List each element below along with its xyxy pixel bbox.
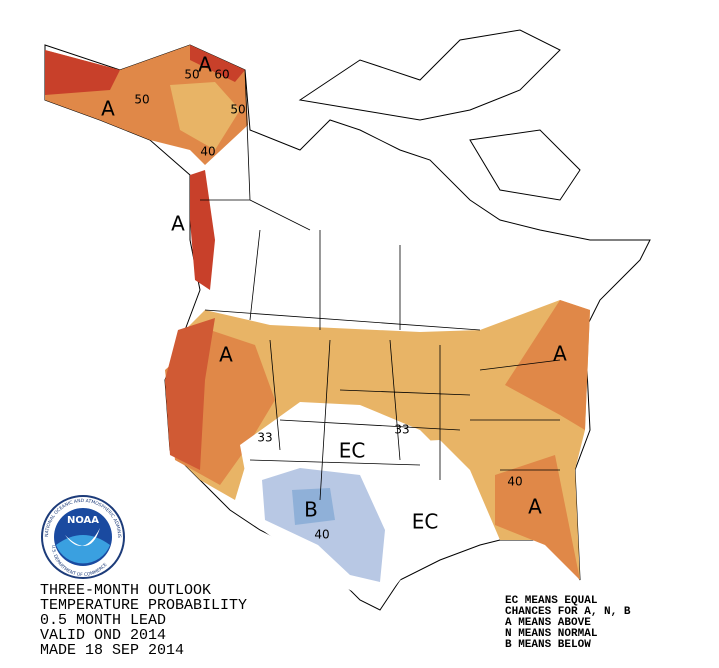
alaska-weak	[170, 82, 240, 150]
legend-line: B MEANS BELOW	[505, 639, 591, 651]
label-a: A	[101, 97, 115, 121]
coast-above	[190, 170, 215, 290]
borders	[200, 69, 561, 501]
outlook-line: 0.5 MONTH LEAD	[40, 612, 166, 629]
label-a: A	[528, 495, 542, 519]
logo-name: NOAA	[67, 515, 99, 526]
outlook-line: TEMPERATURE PROBABILITY	[40, 597, 247, 614]
alaska-strong	[45, 45, 245, 95]
map-labels: A A 50 60 50 50 40 A A A A 33 33 EC EC B…	[101, 53, 567, 542]
label-a: A	[171, 212, 185, 236]
outlook-line: MADE 18 SEP 2014	[40, 642, 184, 659]
outlook-text: THREE-MONTH OUTLOOK TEMPERATURE PROBABIL…	[40, 582, 247, 659]
west-strong	[165, 318, 215, 470]
label-ec: EC	[339, 439, 366, 463]
legend-line: N MEANS NORMAL	[505, 628, 598, 640]
contour-label: 33	[257, 431, 272, 445]
legend-line: CHANCES FOR A, N, B	[505, 606, 631, 618]
legend-line: A MEANS ABOVE	[505, 617, 591, 629]
legend-text: EC MEANS EQUAL CHANCES FOR A, N, B A MEA…	[505, 595, 631, 651]
contour-label: 40	[200, 145, 215, 159]
label-ec: EC	[412, 510, 439, 534]
legend-line: EC MEANS EQUAL	[505, 595, 598, 607]
contour-label: 50	[184, 68, 199, 82]
label-a: A	[219, 343, 233, 367]
contour-label: 60	[214, 68, 229, 82]
below-core	[292, 488, 335, 525]
label-a: A	[553, 342, 567, 366]
outlook-line: VALID OND 2014	[40, 627, 166, 644]
outlook-line: THREE-MONTH OUTLOOK	[40, 582, 211, 599]
logo-gull	[65, 528, 100, 546]
label-a: A	[198, 53, 212, 77]
logo-wave	[56, 535, 110, 564]
contour-label: 33	[394, 423, 409, 437]
arctic-islands	[298, 29, 581, 201]
contour-label: 40	[507, 475, 522, 489]
contour-label: 50	[230, 103, 245, 117]
contour-label: 50	[134, 93, 149, 107]
label-b: B	[304, 498, 318, 522]
contour-label: 40	[314, 528, 329, 542]
east-above	[495, 300, 590, 580]
